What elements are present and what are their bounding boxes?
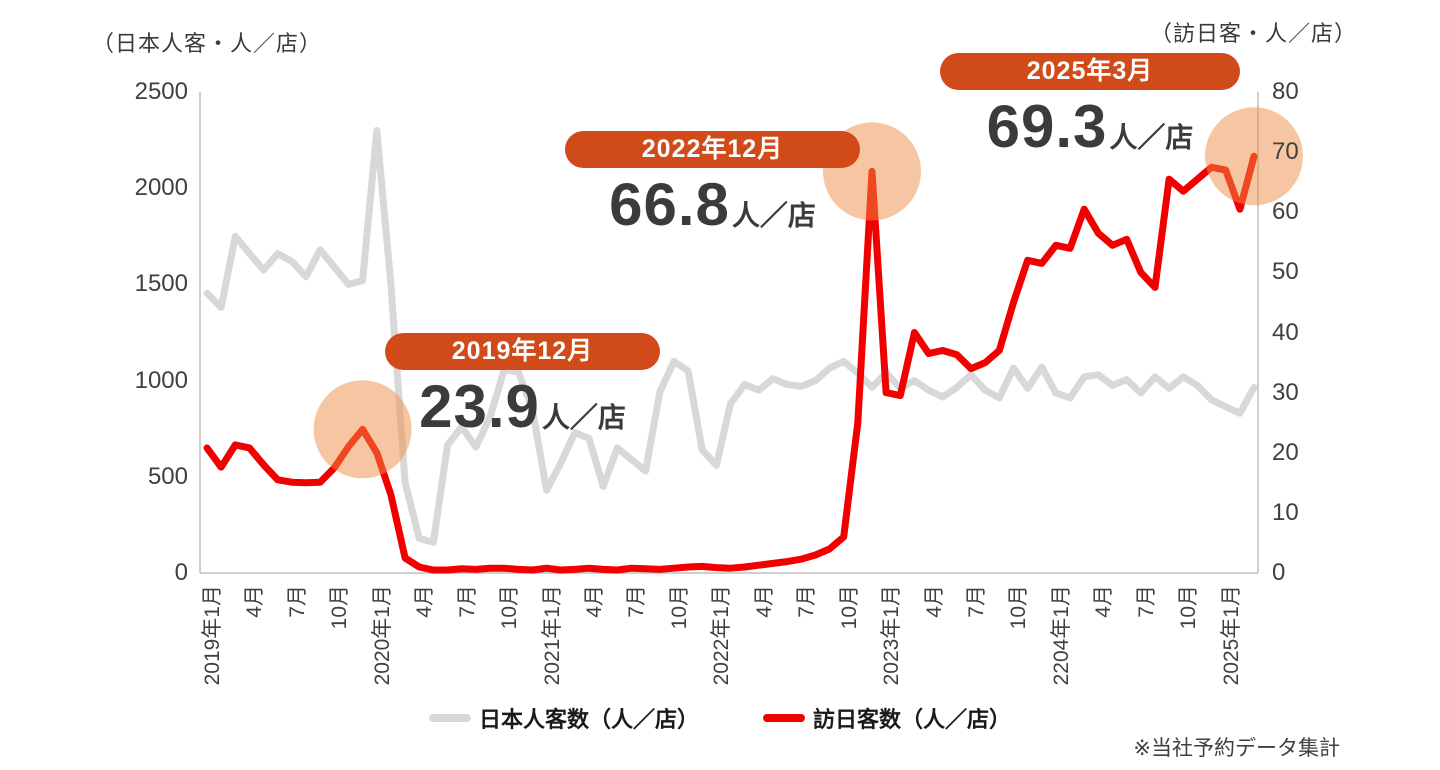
right-axis-tick-label: 70 — [1272, 138, 1299, 165]
x-axis-tick-label: 2204年1月 — [1050, 585, 1073, 686]
x-axis-tick-label: 2023年1月 — [880, 585, 903, 686]
gray-line-swatch-icon — [428, 714, 471, 722]
left-axis-tick-label: 1000 — [134, 367, 188, 394]
annotation-value: 69.3 人／店 — [987, 92, 1194, 161]
x-axis-tick-label: 10月 — [1007, 585, 1030, 630]
annotation-date-badge: 2025年3月 — [940, 53, 1240, 90]
annotation-date-badge: 2022年12月 — [565, 131, 860, 168]
annotation-unit: 人／店 — [1109, 122, 1194, 153]
x-axis-tick-label: 4月 — [583, 585, 606, 618]
legend-label: 訪日客数（人／店） — [813, 707, 1012, 732]
left-axis-tick-label: 2500 — [134, 78, 188, 105]
annotation-value: 23.9 人／店 — [419, 372, 626, 441]
annotation-2025-03: 2025年3月 69.3 人／店 — [940, 53, 1240, 161]
x-axis-tick-label: 10月 — [838, 585, 861, 630]
x-axis-tick-label: 7月 — [795, 585, 818, 618]
x-axis-tick-label: 4月 — [753, 585, 776, 618]
x-axis-tick-label: 4月 — [413, 585, 436, 618]
legend: 日本人客数（人／店） 訪日客数（人／店） — [0, 702, 1440, 734]
annotation-number: 69.3 — [986, 93, 1108, 160]
legend-item-inbound-visitors: 訪日客数（人／店） — [763, 702, 1011, 734]
right-axis-title: （訪日客・人／店） — [1150, 21, 1358, 46]
annotation-2022-12: 2022年12月 66.8 人／店 — [565, 131, 860, 239]
right-axis-tick-label: 10 — [1272, 499, 1299, 526]
x-axis-tick-label: 7月 — [625, 585, 648, 618]
left-axis-tick-label: 500 — [147, 463, 188, 490]
left-axis-title: （日本人客・人／店） — [92, 31, 323, 56]
left-axis-tick-label: 2000 — [134, 174, 188, 201]
annotation-value: 66.8 人／店 — [609, 170, 816, 239]
x-axis-tick-label: 10月 — [1177, 585, 1200, 630]
x-axis-tick-label: 7月 — [965, 585, 988, 618]
right-axis-tick-label: 80 — [1272, 78, 1299, 105]
left-axis-tick-label: 1500 — [134, 270, 188, 297]
annotation-number: 66.8 — [609, 171, 730, 238]
highlight-circle — [313, 380, 412, 479]
annotation-unit: 人／店 — [541, 402, 626, 433]
right-axis-tick-label: 40 — [1272, 319, 1299, 346]
footnote: ※当社予約データ集計 — [1133, 737, 1340, 760]
x-axis-tick-label: 4月 — [1092, 585, 1115, 618]
annotation-unit: 人／店 — [731, 200, 816, 231]
right-axis-tick-label: 50 — [1272, 258, 1299, 285]
x-axis-tick-label: 10月 — [328, 585, 351, 630]
right-axis-tick-label: 20 — [1272, 439, 1299, 466]
x-axis-tick-label: 10月 — [498, 585, 521, 630]
x-axis-tick-label: 7月 — [286, 585, 309, 618]
right-axis-tick-label: 0 — [1272, 559, 1286, 586]
left-axis-tick-label: 0 — [174, 559, 188, 586]
highlight-circle — [1205, 107, 1303, 206]
annotation-2019-12: 2019年12月 23.9 人／店 — [385, 333, 660, 441]
right-axis-tick-label: 60 — [1272, 198, 1299, 225]
x-axis-tick-label: 7月 — [456, 585, 479, 618]
x-axis-tick-label: 2022年1月 — [710, 585, 733, 686]
x-axis-tick-label: 2020年1月 — [371, 585, 394, 686]
x-axis-tick-label: 4月 — [923, 585, 946, 618]
japanese-customers-line — [203, 127, 1258, 546]
legend-item-japanese-customers: 日本人客数（人／店） — [428, 702, 699, 734]
x-axis-tick-label: 2019年1月 — [201, 585, 224, 686]
x-axis-tick-label: 4月 — [243, 585, 266, 618]
x-axis-tick-label: 7月 — [1135, 585, 1158, 618]
x-axis-tick-label: 2021年1月 — [541, 585, 564, 686]
right-axis-tick-label: 30 — [1272, 379, 1299, 406]
x-axis-tick-label: 10月 — [668, 585, 691, 630]
annotation-date-badge: 2019年12月 — [385, 333, 660, 370]
annotation-number: 23.9 — [419, 373, 540, 440]
x-axis-tick-label: 2025年1月 — [1220, 585, 1243, 686]
red-line-swatch-icon — [763, 714, 805, 722]
legend-label: 日本人客数（人／店） — [478, 707, 699, 732]
